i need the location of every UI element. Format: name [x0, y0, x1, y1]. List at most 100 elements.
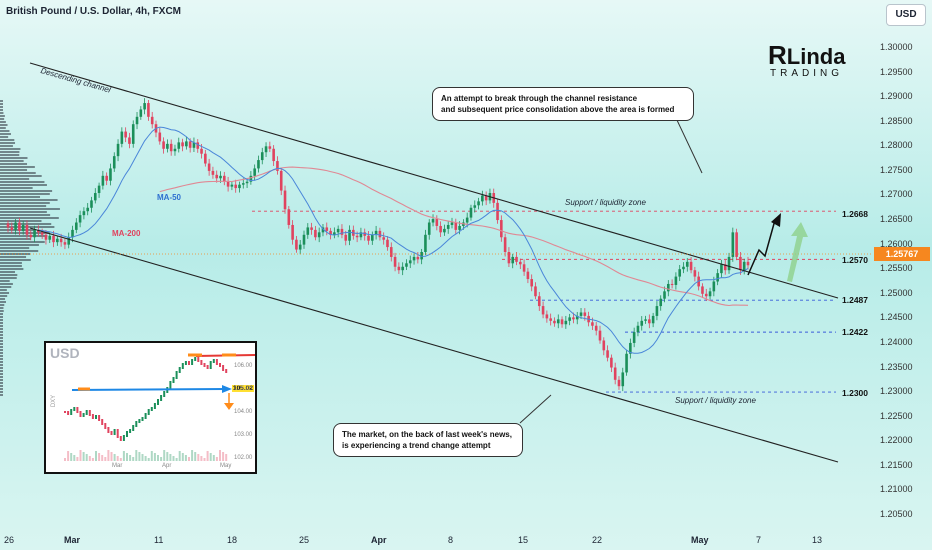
- ma50-label: MA-50: [157, 193, 182, 202]
- candle-body: [37, 229, 40, 233]
- candle-body: [29, 234, 33, 238]
- candle-body: [530, 279, 533, 287]
- inset-volume-bar: [197, 454, 200, 461]
- inset-volume-bar: [82, 452, 85, 461]
- candle-body: [454, 222, 458, 230]
- x-tick-label: 8: [448, 535, 454, 545]
- candle-body: [443, 228, 446, 233]
- inset-candle: [144, 413, 147, 419]
- volume-profile-bar: [0, 301, 6, 303]
- candle-body: [659, 298, 663, 307]
- callout-top: An attempt to break through the channel …: [432, 87, 694, 121]
- candle-body: [549, 318, 552, 321]
- inset-candle: [126, 431, 128, 437]
- candle-body: [629, 342, 632, 354]
- candle-body: [348, 229, 351, 241]
- candle-body: [139, 109, 143, 117]
- candle-body: [742, 261, 746, 271]
- inset-volume-bar: [200, 456, 203, 461]
- candle-body: [389, 247, 393, 257]
- inset-y-tick: 102.00: [234, 455, 253, 461]
- currency-button[interactable]: USD: [886, 4, 926, 26]
- candle-body: [215, 174, 219, 179]
- candle-body: [598, 330, 602, 341]
- inset-volume-bar: [122, 451, 125, 461]
- candle-body: [67, 237, 71, 245]
- inset-volume-bar: [222, 452, 225, 461]
- candle-body: [302, 234, 306, 245]
- volume-profile-bar: [0, 163, 28, 165]
- candle-body: [458, 225, 461, 230]
- volume-profile-bar: [0, 286, 12, 288]
- inset-volume-bar: [95, 451, 97, 461]
- candle-body: [40, 232, 44, 235]
- candle-body: [693, 270, 697, 277]
- candle-body: [560, 319, 564, 325]
- y-tick-label: 1.24500: [880, 312, 913, 323]
- candle-body: [238, 184, 241, 189]
- candle-body: [481, 195, 484, 202]
- volume-profile-bar: [0, 280, 10, 282]
- candle-body: [317, 232, 321, 238]
- x-tick-label: 26: [4, 535, 15, 545]
- zone-lower-label: Support / liquidity zone: [675, 396, 756, 405]
- candle-body: [382, 237, 385, 240]
- volume-profile-bar: [0, 343, 3, 345]
- inset-volume-bar: [129, 455, 132, 461]
- candle-body: [655, 306, 659, 316]
- volume-profile-bar: [0, 145, 13, 147]
- callout-top-pointer: [675, 117, 703, 174]
- candle-body: [636, 325, 640, 333]
- candle-body: [166, 143, 169, 149]
- volume-profile-bar: [0, 244, 39, 246]
- volume-profile-bar: [0, 379, 3, 381]
- candle-body: [704, 293, 708, 297]
- callout-top-line1: An attempt to break through the channel …: [441, 94, 638, 103]
- volume-profile-bar: [0, 184, 47, 186]
- volume-profile-bar: [0, 109, 3, 111]
- y-tick-label: 1.22500: [880, 410, 913, 421]
- volume-profile-bar: [0, 193, 50, 195]
- inset-volume-bar: [153, 453, 156, 461]
- inset-candle: [73, 407, 76, 411]
- volume-profile-bar: [0, 319, 3, 321]
- volume-profile-bar: [0, 121, 6, 123]
- inset-volume-bar: [209, 453, 212, 461]
- candle-body: [249, 175, 253, 182]
- candle-body: [374, 230, 378, 235]
- inset-side-label: DXY: [51, 394, 58, 408]
- inset-volume-bar: [88, 456, 91, 461]
- inset-candle: [147, 409, 150, 415]
- volume-profile-bar: [0, 103, 3, 105]
- volume-profile-bar: [0, 157, 28, 159]
- inset-volume-bar: [91, 458, 94, 461]
- candle-body: [177, 142, 181, 149]
- volume-profile-bar: [0, 175, 42, 177]
- x-tick-label: 15: [518, 535, 529, 545]
- candle-body: [579, 312, 583, 316]
- volume-profile-bar: [0, 271, 16, 273]
- inset-candle: [222, 365, 225, 371]
- level-label-2: 1.2570: [842, 255, 868, 265]
- inset-y-tick: 105.00: [234, 386, 253, 392]
- candle-body: [534, 286, 537, 297]
- candle-body: [109, 168, 112, 181]
- candle-body: [651, 315, 655, 324]
- candle-body: [257, 160, 260, 169]
- inset-candle: [163, 391, 166, 397]
- inset-volume-bar: [163, 450, 166, 461]
- candle-body: [105, 175, 108, 181]
- volume-profile-bar: [0, 247, 30, 249]
- candle-body: [18, 222, 21, 231]
- candle-body: [477, 201, 480, 206]
- volume-profile-bar: [0, 118, 5, 120]
- candle-body: [723, 264, 727, 271]
- volume-profile-bar: [0, 133, 11, 135]
- candle-body: [33, 229, 36, 238]
- candle-body: [264, 146, 268, 153]
- inset-candle: [88, 410, 91, 416]
- level-label-1: 1.2668: [842, 209, 868, 219]
- inset-candle: [212, 359, 215, 363]
- inset-candle: [110, 431, 113, 435]
